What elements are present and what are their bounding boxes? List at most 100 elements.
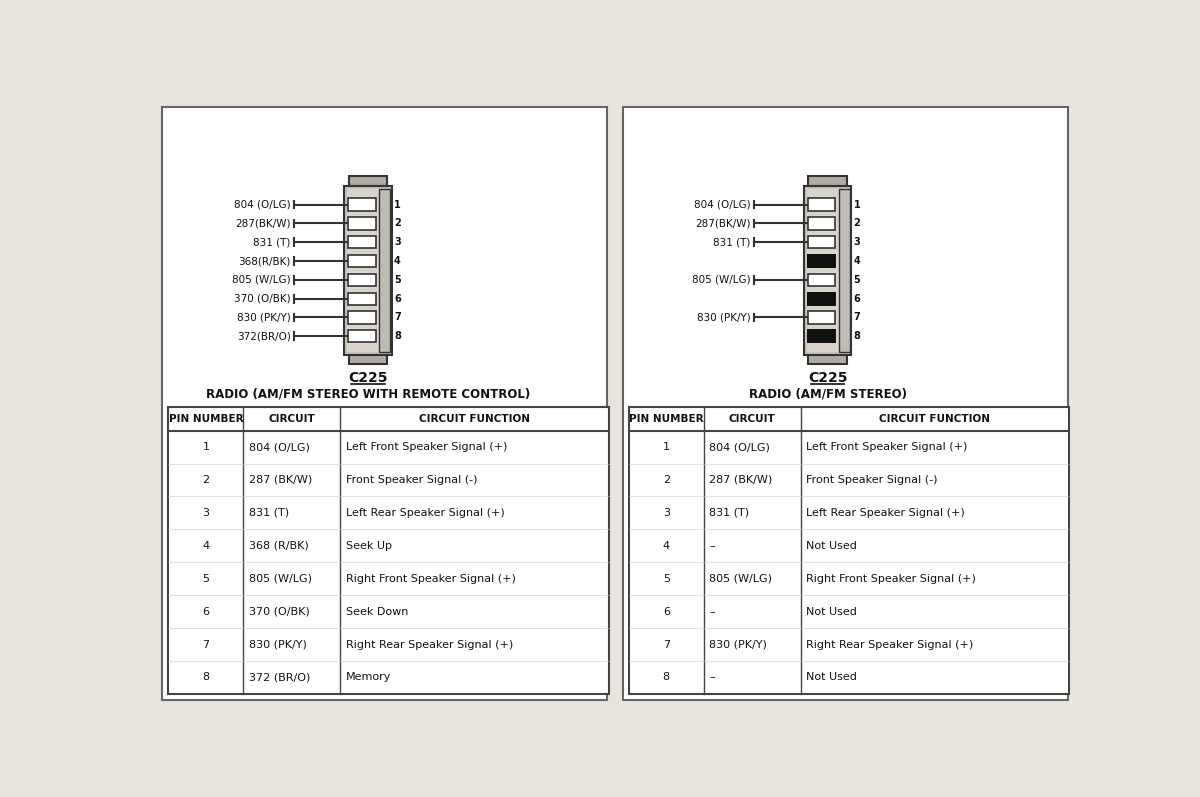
Text: 6: 6	[203, 607, 209, 617]
Text: 4: 4	[853, 256, 860, 266]
Text: 831 (T): 831 (T)	[248, 508, 289, 518]
Text: 805 (W/LG): 805 (W/LG)	[692, 275, 750, 285]
Text: 7: 7	[853, 312, 860, 323]
Text: 4: 4	[394, 256, 401, 266]
Text: Not Used: Not Used	[806, 607, 857, 617]
Bar	[806, 254, 836, 268]
Text: 3: 3	[662, 508, 670, 518]
Bar	[808, 273, 835, 286]
Text: 7: 7	[662, 639, 670, 650]
Text: Right Rear Speaker Signal (+): Right Rear Speaker Signal (+)	[806, 639, 973, 650]
Text: Seek Up: Seek Up	[346, 541, 391, 551]
Text: 372(BR/O): 372(BR/O)	[236, 332, 290, 341]
Text: CIRCUIT FUNCTION: CIRCUIT FUNCTION	[419, 414, 530, 424]
Text: Right Front Speaker Signal (+): Right Front Speaker Signal (+)	[806, 574, 976, 583]
Bar	[809, 355, 847, 364]
Text: 5: 5	[203, 574, 209, 583]
Text: 372 (BR/O): 372 (BR/O)	[248, 673, 310, 682]
Bar	[808, 312, 835, 324]
Text: 5: 5	[853, 275, 860, 285]
Text: 8: 8	[662, 673, 670, 682]
Bar	[344, 186, 391, 355]
Text: PIN NUMBER: PIN NUMBER	[168, 414, 244, 424]
Bar	[808, 236, 835, 249]
Text: 830 (PK/Y): 830 (PK/Y)	[238, 312, 290, 323]
Bar	[806, 189, 839, 352]
Text: Right Front Speaker Signal (+): Right Front Speaker Signal (+)	[346, 574, 516, 583]
Bar	[348, 218, 376, 230]
Text: Not Used: Not Used	[806, 673, 857, 682]
Text: 6: 6	[394, 293, 401, 304]
Bar	[808, 198, 835, 210]
Text: 6: 6	[662, 607, 670, 617]
Bar	[806, 292, 836, 305]
Bar	[348, 198, 376, 210]
Bar	[839, 189, 850, 352]
Text: 2: 2	[394, 218, 401, 229]
Text: –: –	[709, 673, 715, 682]
Text: Front Speaker Signal (-): Front Speaker Signal (-)	[806, 475, 937, 485]
Text: RADIO (AM/FM STEREO): RADIO (AM/FM STEREO)	[749, 387, 906, 400]
Text: 805 (W/LG): 805 (W/LG)	[709, 574, 772, 583]
Text: 3: 3	[853, 238, 860, 247]
Text: 830 (PK/Y): 830 (PK/Y)	[248, 639, 306, 650]
Text: Front Speaker Signal (-): Front Speaker Signal (-)	[346, 475, 478, 485]
Text: 831 (T): 831 (T)	[713, 238, 750, 247]
Text: 287(BK/W): 287(BK/W)	[235, 218, 290, 229]
Text: 287(BK/W): 287(BK/W)	[695, 218, 750, 229]
Text: 368(R/BK): 368(R/BK)	[239, 256, 290, 266]
Text: –: –	[709, 541, 715, 551]
Bar	[168, 407, 608, 694]
Text: CIRCUIT: CIRCUIT	[269, 414, 316, 424]
Text: 8: 8	[853, 332, 860, 341]
Bar	[623, 107, 1068, 700]
Text: 804 (O/LG): 804 (O/LG)	[248, 442, 310, 452]
Bar	[348, 355, 388, 364]
Bar	[347, 189, 379, 352]
Text: 2: 2	[662, 475, 670, 485]
Bar	[806, 329, 836, 344]
Text: 830 (PK/Y): 830 (PK/Y)	[697, 312, 750, 323]
Text: –: –	[709, 607, 715, 617]
Text: 2: 2	[853, 218, 860, 229]
Bar	[162, 107, 607, 700]
Text: 1: 1	[853, 199, 860, 210]
Text: 804 (O/LG): 804 (O/LG)	[709, 442, 770, 452]
Text: 1: 1	[662, 442, 670, 452]
Bar	[804, 186, 851, 355]
Text: 805 (W/LG): 805 (W/LG)	[248, 574, 312, 583]
Bar	[808, 218, 835, 230]
Bar	[629, 407, 1069, 694]
Text: 5: 5	[394, 275, 401, 285]
Text: 805 (W/LG): 805 (W/LG)	[233, 275, 290, 285]
Text: 4: 4	[203, 541, 209, 551]
Bar	[348, 312, 376, 324]
Text: 1: 1	[394, 199, 401, 210]
Text: 368 (R/BK): 368 (R/BK)	[248, 541, 308, 551]
Text: 3: 3	[203, 508, 209, 518]
Text: 6: 6	[853, 293, 860, 304]
Text: Left Front Speaker Signal (+): Left Front Speaker Signal (+)	[346, 442, 506, 452]
Text: CIRCUIT: CIRCUIT	[728, 414, 775, 424]
Bar	[348, 255, 376, 267]
Text: 804 (O/LG): 804 (O/LG)	[234, 199, 290, 210]
Text: Left Rear Speaker Signal (+): Left Rear Speaker Signal (+)	[346, 508, 504, 518]
Text: PIN NUMBER: PIN NUMBER	[629, 414, 703, 424]
Bar	[809, 176, 847, 186]
Text: CIRCUIT FUNCTION: CIRCUIT FUNCTION	[880, 414, 990, 424]
Text: 4: 4	[662, 541, 670, 551]
Text: C225: C225	[808, 371, 847, 385]
Text: 2: 2	[203, 475, 209, 485]
Text: 287 (BK/W): 287 (BK/W)	[248, 475, 312, 485]
Text: 3: 3	[394, 238, 401, 247]
Text: 804 (O/LG): 804 (O/LG)	[694, 199, 750, 210]
Text: 831 (T): 831 (T)	[253, 238, 290, 247]
Text: 8: 8	[394, 332, 401, 341]
Bar	[348, 176, 388, 186]
Text: 830 (PK/Y): 830 (PK/Y)	[709, 639, 767, 650]
Text: C225: C225	[348, 371, 388, 385]
Text: Left Front Speaker Signal (+): Left Front Speaker Signal (+)	[806, 442, 967, 452]
Bar	[348, 330, 376, 343]
Text: 7: 7	[394, 312, 401, 323]
Text: Left Rear Speaker Signal (+): Left Rear Speaker Signal (+)	[806, 508, 965, 518]
